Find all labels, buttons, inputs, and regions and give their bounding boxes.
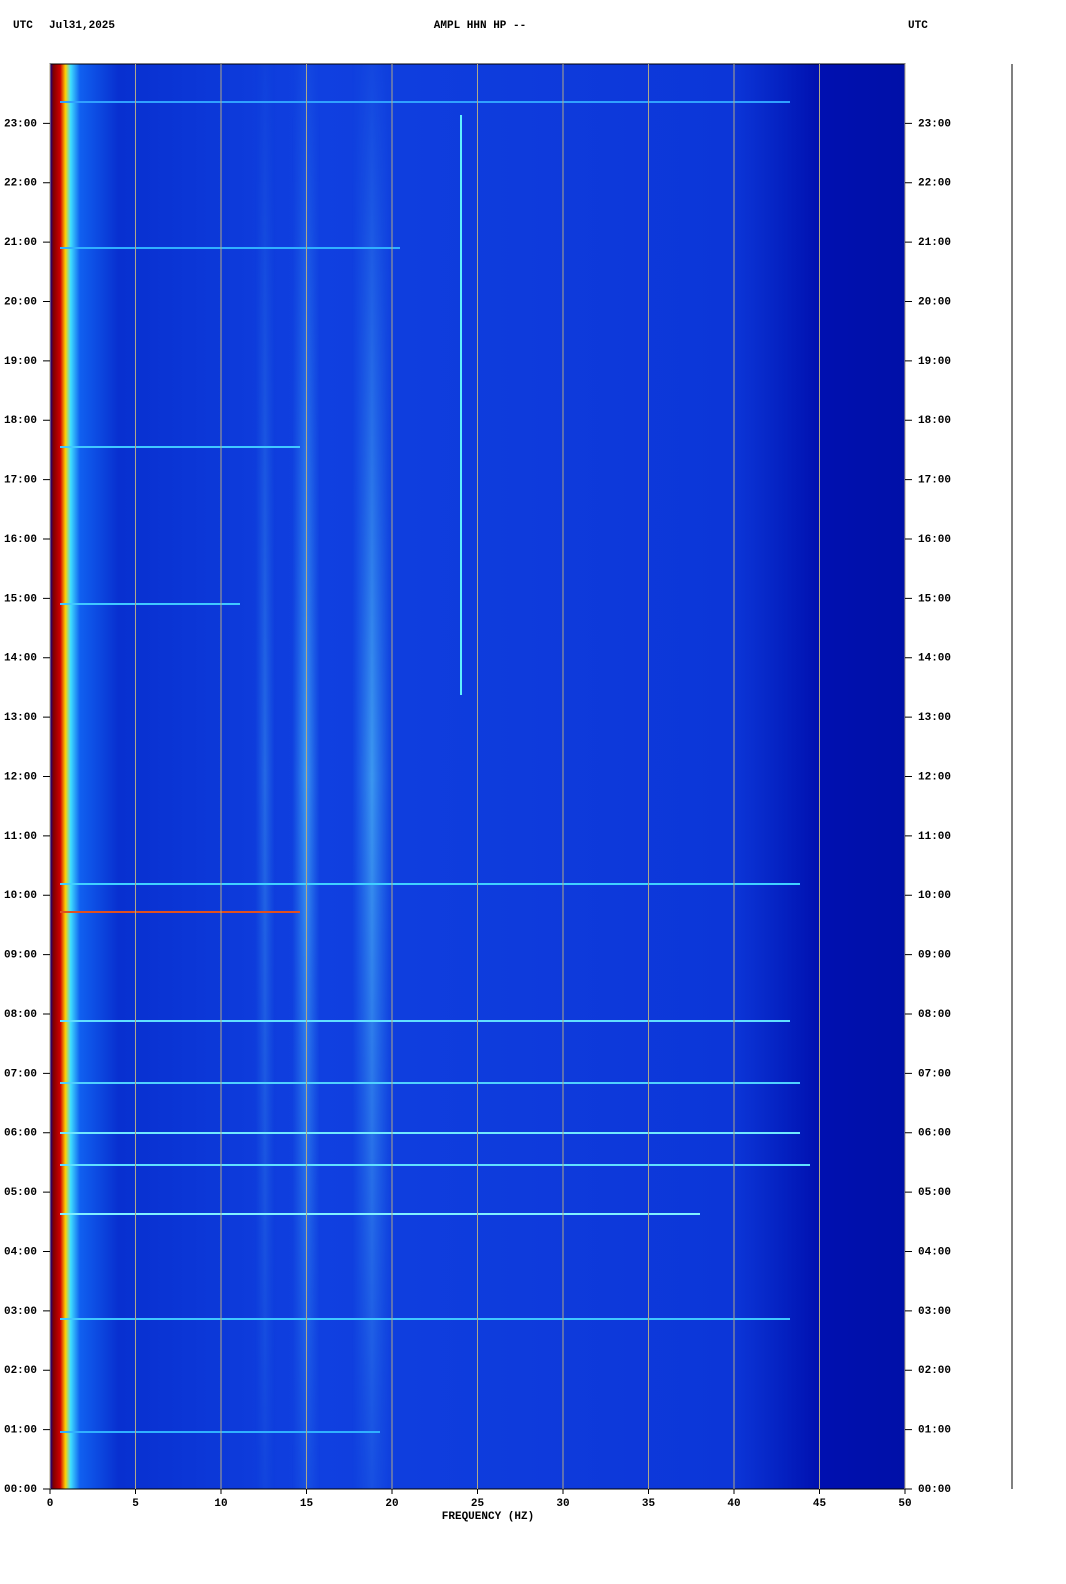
x-tick-label: 40 — [727, 1498, 740, 1510]
y-tick-label-right: 15:00 — [918, 593, 951, 605]
y-tick-label: 04:00 — [4, 1246, 37, 1258]
y-tick-label: 19:00 — [4, 356, 37, 368]
y-tick-label-right: 09:00 — [918, 950, 951, 962]
y-tick-label-right: 11:00 — [918, 831, 951, 843]
x-tick-label: 0 — [47, 1498, 54, 1510]
y-tick-label-right: 14:00 — [918, 653, 951, 665]
y-tick-label-right: 00:00 — [918, 1484, 951, 1496]
x-tick-label: 10 — [214, 1498, 227, 1510]
y-tick-label-right: 20:00 — [918, 296, 951, 308]
y-tick-label-right: 19:00 — [918, 356, 951, 368]
timezone-label: UTC — [13, 20, 33, 32]
y-tick-label: 05:00 — [4, 1187, 37, 1199]
y-tick-label-right: 06:00 — [918, 1128, 951, 1140]
y-tick-label-right: 07:00 — [918, 1068, 951, 1080]
y-tick-label: 15:00 — [4, 593, 37, 605]
y-tick-label: 10:00 — [4, 890, 37, 902]
y-tick-label: 17:00 — [4, 475, 37, 487]
y-tick-label-right: 01:00 — [918, 1425, 951, 1437]
y-tick-label-right: 04:00 — [918, 1246, 951, 1258]
y-tick-label-right: 12:00 — [918, 771, 951, 783]
y-tick-label: 14:00 — [4, 653, 37, 665]
y-tick-label: 20:00 — [4, 296, 37, 308]
x-tick-label: 45 — [813, 1498, 827, 1510]
y-tick-label-right: 10:00 — [918, 890, 951, 902]
y-tick-label: 08:00 — [4, 1009, 37, 1021]
y-tick-label: 13:00 — [4, 712, 37, 724]
y-tick-label: 00:00 — [4, 1484, 37, 1496]
y-tick-label-right: 13:00 — [918, 712, 951, 724]
y-tick-label-right: 05:00 — [918, 1187, 951, 1199]
y-tick-label: 18:00 — [4, 415, 37, 427]
y-tick-label: 21:00 — [4, 237, 37, 249]
y-tick-label-right: 17:00 — [918, 475, 951, 487]
y-tick-label-right: 02:00 — [918, 1365, 951, 1377]
y-tick-label: 12:00 — [4, 771, 37, 783]
y-tick-label: 23:00 — [4, 118, 37, 130]
chart-title: AMPL HHN HP -- — [434, 20, 526, 32]
date-label: Jul31,2025 — [49, 20, 115, 32]
y-tick-label: 01:00 — [4, 1425, 37, 1437]
y-tick-label: 02:00 — [4, 1365, 37, 1377]
x-tick-label: 20 — [385, 1498, 398, 1510]
y-tick-label: 16:00 — [4, 534, 37, 546]
y-tick-label-right: 21:00 — [918, 237, 951, 249]
y-tick-label-right: 16:00 — [918, 534, 951, 546]
y-tick-label-right: 23:00 — [918, 118, 951, 130]
y-tick-label: 09:00 — [4, 950, 37, 962]
x-tick-label: 50 — [898, 1498, 911, 1510]
y-tick-label: 22:00 — [4, 178, 37, 190]
y-tick-label: 11:00 — [4, 831, 37, 843]
y-tick-label-right: 03:00 — [918, 1306, 951, 1318]
y-tick-label: 06:00 — [4, 1128, 37, 1140]
y-tick-label: 03:00 — [4, 1306, 37, 1318]
y-tick-label-right: 08:00 — [918, 1009, 951, 1021]
y-tick-label-right: 18:00 — [918, 415, 951, 427]
horizontal-features — [60, 101, 810, 1433]
x-tick-label: 15 — [300, 1498, 314, 1510]
timezone-label-right: UTC — [908, 20, 928, 32]
x-tick-label: 30 — [556, 1498, 569, 1510]
x-axis-label: FREQUENCY (HZ) — [442, 1511, 534, 1523]
y-tick-label-right: 22:00 — [918, 178, 951, 190]
x-tick-label: 35 — [642, 1498, 656, 1510]
y-tick-label: 07:00 — [4, 1068, 37, 1080]
x-tick-label: 5 — [132, 1498, 139, 1510]
x-tick-label: 25 — [471, 1498, 485, 1510]
